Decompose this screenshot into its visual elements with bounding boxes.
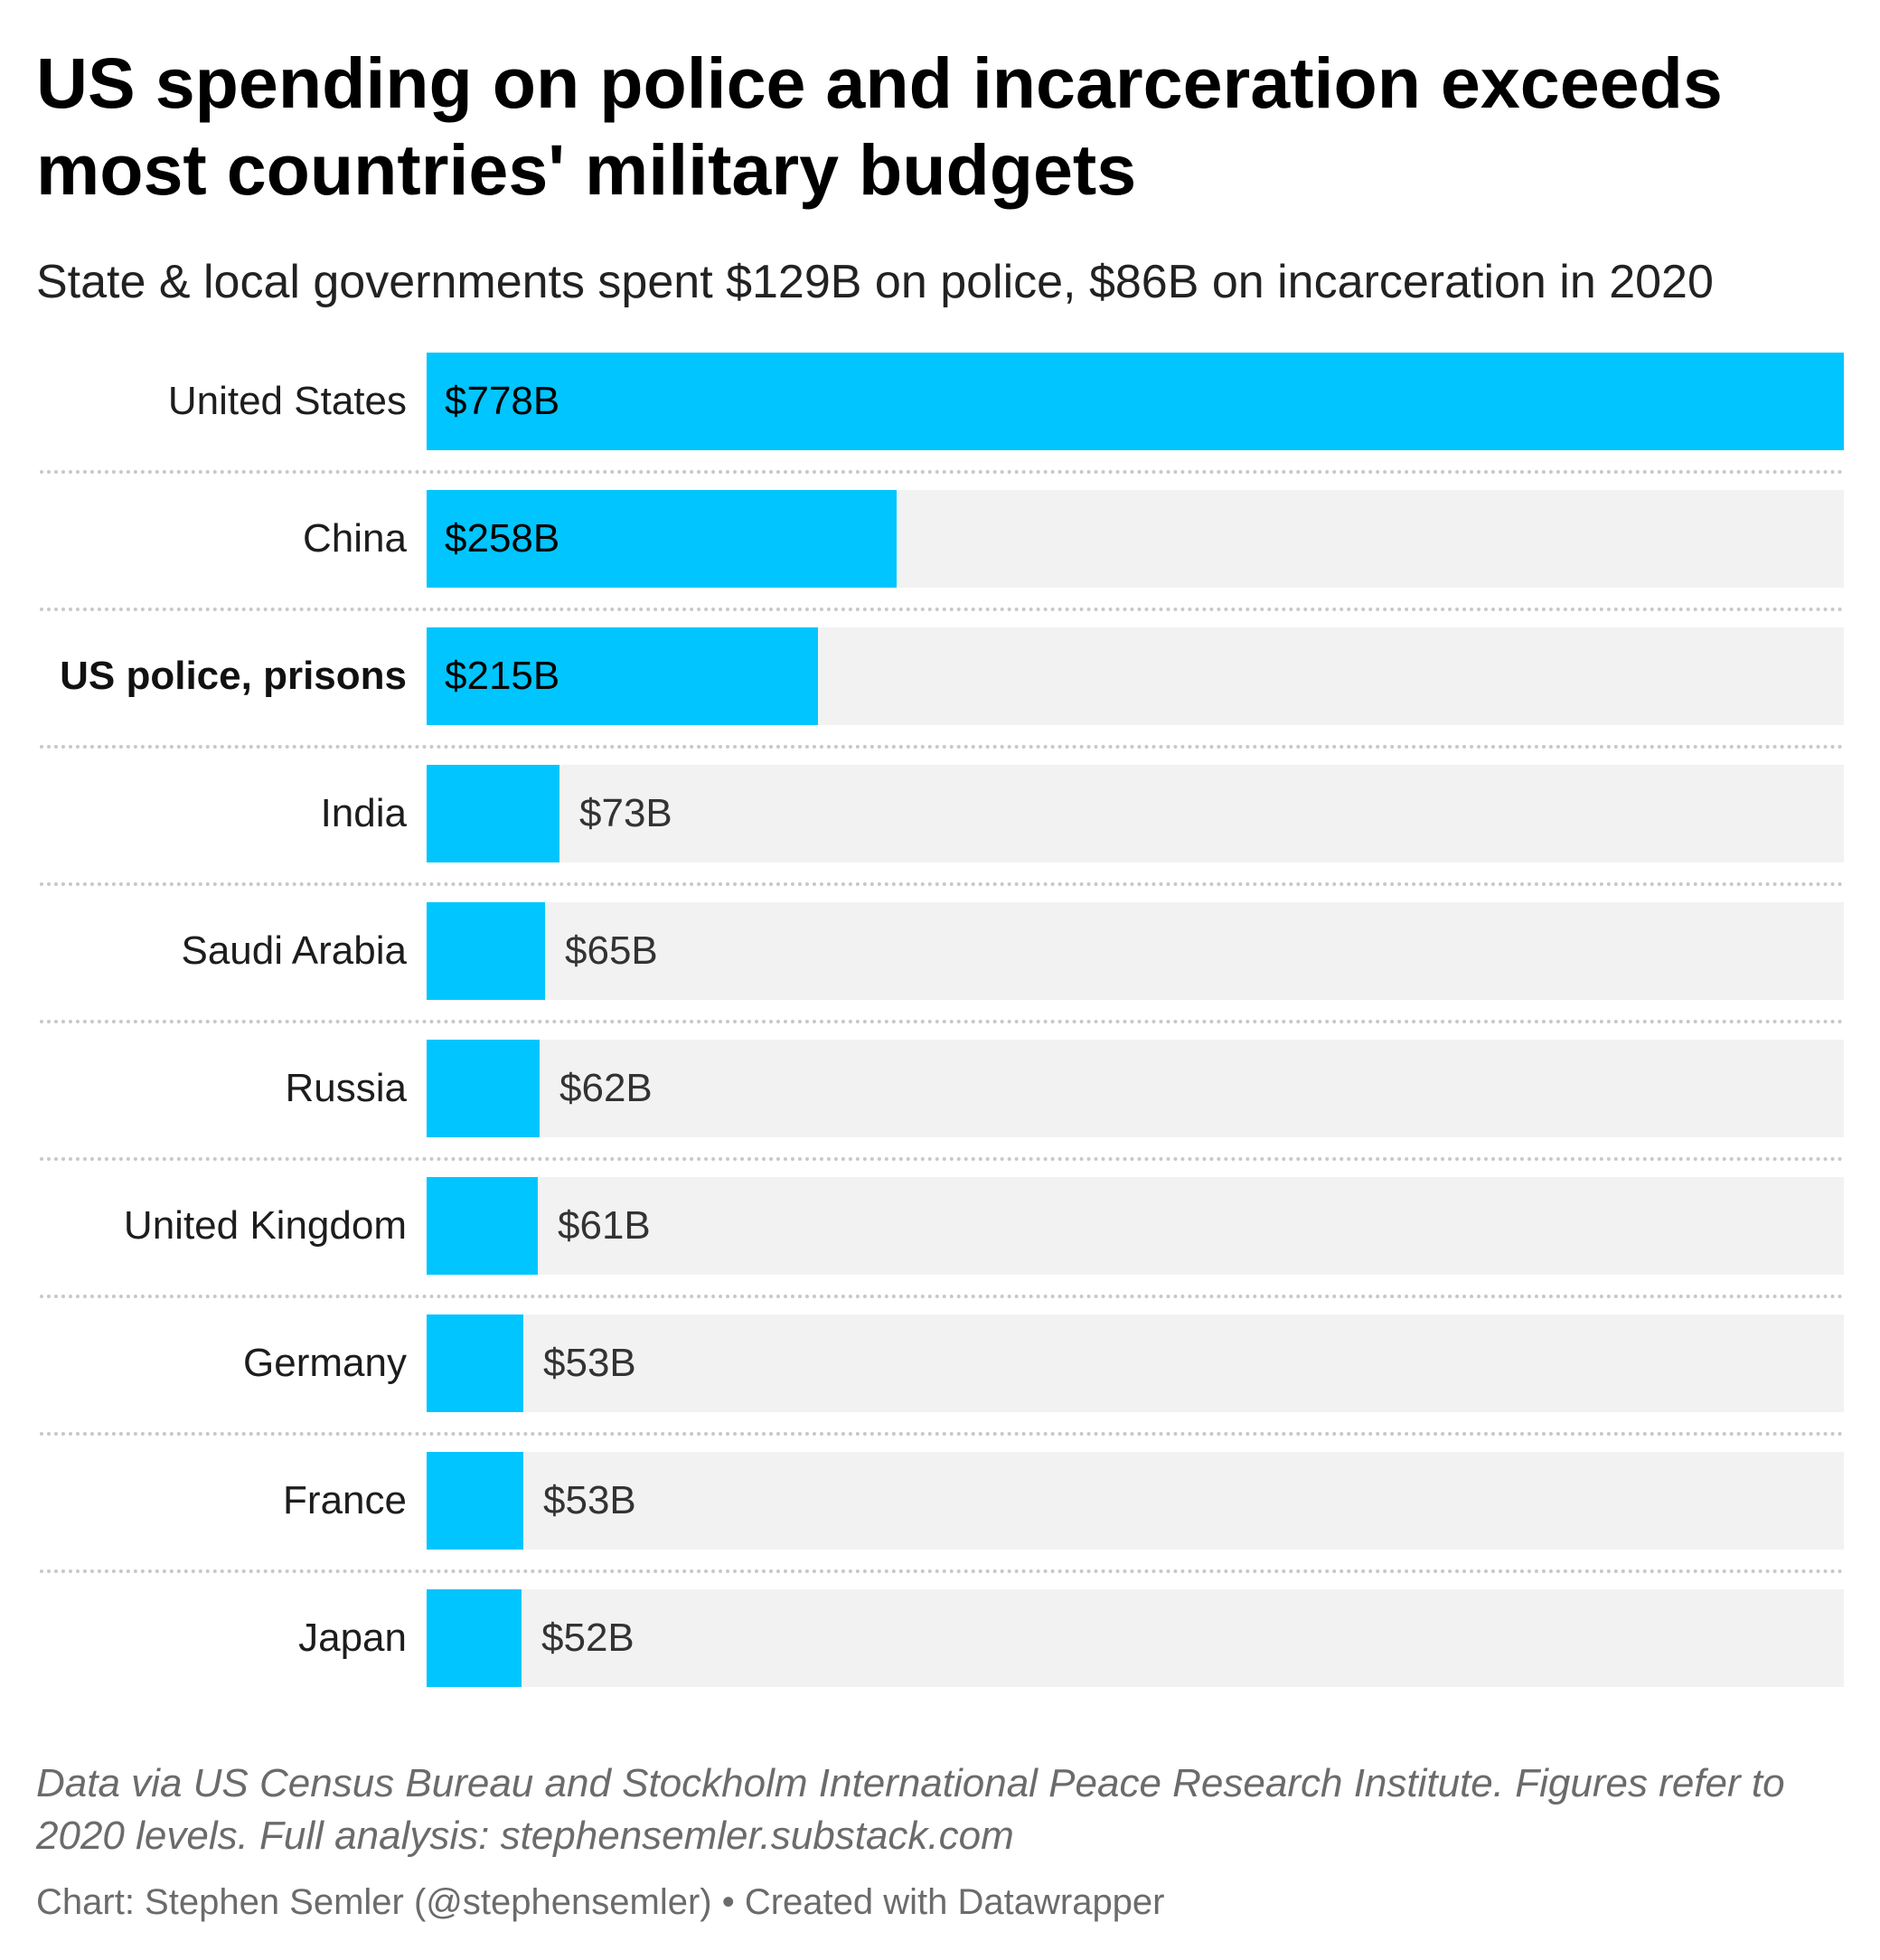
bar-chart-plot: United States $778B China $258B US police, p… bbox=[0, 335, 1880, 1709]
row-separator bbox=[40, 608, 1844, 611]
value-label: $73B bbox=[579, 791, 672, 835]
row-separator bbox=[40, 1569, 1844, 1573]
bar bbox=[427, 1040, 540, 1137]
bar-row: United States $778B bbox=[0, 335, 1880, 472]
bar-row: China $258B bbox=[0, 472, 1880, 609]
bar-track: $52B bbox=[427, 1589, 1844, 1687]
value-label: $215B bbox=[445, 654, 560, 698]
chart-byline: Chart: Stephen Semler (@stephensemler) •… bbox=[36, 1882, 1165, 1922]
row-separator bbox=[40, 1020, 1844, 1023]
bar-row: US police, prisons $215B bbox=[0, 609, 1880, 747]
value-label: $778B bbox=[445, 379, 560, 423]
value-label: $65B bbox=[565, 928, 658, 973]
category-label: Germany bbox=[243, 1341, 407, 1385]
bar-row: Russia $62B bbox=[0, 1022, 1880, 1159]
value-label: $61B bbox=[558, 1203, 651, 1248]
bar-row: Saudi Arabia $65B bbox=[0, 884, 1880, 1022]
category-label: India bbox=[320, 791, 407, 835]
chart-notes: Data via US Census Bureau and Stockholm … bbox=[36, 1761, 1785, 1858]
row-separator bbox=[40, 470, 1844, 474]
category-label: Japan bbox=[298, 1616, 407, 1660]
bar bbox=[427, 902, 545, 1000]
category-label: France bbox=[283, 1478, 407, 1522]
value-label: $53B bbox=[543, 1341, 636, 1385]
row-separator bbox=[40, 1157, 1844, 1161]
bar-row: United Kingdom $61B bbox=[0, 1159, 1880, 1296]
bar-row: India $73B bbox=[0, 747, 1880, 884]
bar-track: $73B bbox=[427, 765, 1844, 862]
bar bbox=[427, 1589, 522, 1687]
row-separator bbox=[40, 882, 1844, 886]
category-label: China bbox=[303, 516, 407, 561]
row-separator bbox=[40, 1432, 1844, 1436]
value-label: $53B bbox=[543, 1478, 636, 1522]
value-label: $52B bbox=[541, 1616, 634, 1660]
bar-row: Japan $52B bbox=[0, 1571, 1880, 1709]
bar bbox=[427, 353, 1844, 450]
bar-track: $62B bbox=[427, 1040, 1844, 1137]
category-label: United States bbox=[167, 379, 407, 423]
bar-row: Germany $53B bbox=[0, 1296, 1880, 1434]
value-label: $62B bbox=[559, 1066, 653, 1110]
chart-title: US spending on police and incarceration … bbox=[36, 42, 1723, 210]
bar bbox=[427, 1315, 523, 1412]
category-label: US police, prisons bbox=[60, 654, 407, 698]
category-label: Saudi Arabia bbox=[181, 928, 407, 973]
bar-row: France $53B bbox=[0, 1434, 1880, 1571]
bar-track: $258B bbox=[427, 490, 1844, 588]
bar bbox=[427, 627, 818, 725]
row-separator bbox=[40, 745, 1844, 749]
bar-track: $778B bbox=[427, 353, 1844, 450]
category-label: United Kingdom bbox=[123, 1203, 407, 1248]
bar-track: $61B bbox=[427, 1177, 1844, 1275]
bar bbox=[427, 490, 897, 588]
bar-track: $215B bbox=[427, 627, 1844, 725]
bar bbox=[427, 1177, 538, 1275]
bar-track: $53B bbox=[427, 1452, 1844, 1550]
category-label: Russia bbox=[285, 1066, 408, 1110]
bar bbox=[427, 1452, 523, 1550]
bar bbox=[427, 765, 559, 862]
bar-track: $53B bbox=[427, 1315, 1844, 1412]
value-label: $258B bbox=[445, 516, 560, 561]
bar-track: $65B bbox=[427, 902, 1844, 1000]
chart-subtitle: State & local governments spent $129B on… bbox=[36, 256, 1714, 308]
row-separator bbox=[40, 1295, 1844, 1298]
